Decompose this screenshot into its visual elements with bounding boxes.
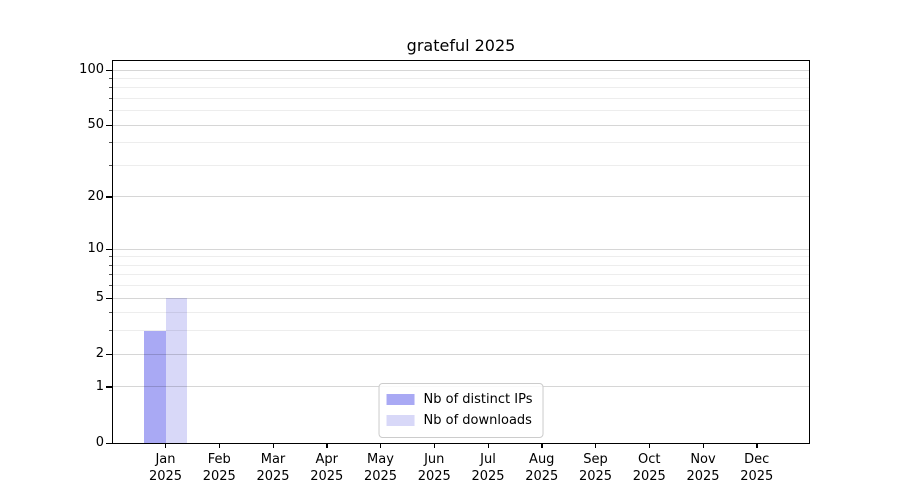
legend-swatch-distinct-ips — [386, 394, 415, 405]
y-axis-minor-tick — [109, 110, 113, 112]
legend-swatch-downloads — [386, 415, 415, 426]
y-axis-tick-label: 100 — [79, 62, 104, 78]
y-axis-tick — [106, 248, 113, 251]
plot-area: Nb of distinct IPs Nb of downloads — [112, 60, 810, 444]
gridline-major — [113, 124, 809, 126]
x-axis-tick — [165, 443, 167, 448]
x-axis-tick — [380, 443, 382, 448]
gridline-minor — [113, 87, 809, 89]
gridline-minor — [113, 256, 809, 258]
x-axis-tick-label: Mar 2025 — [256, 452, 290, 484]
x-axis-tick — [702, 443, 704, 448]
x-axis-tick-label: Feb 2025 — [202, 452, 236, 484]
y-axis-tick-label: 1 — [95, 378, 104, 394]
x-axis-tick — [326, 443, 328, 448]
gridline-minor — [113, 330, 809, 332]
y-axis-tick — [106, 442, 113, 444]
x-axis-tick — [648, 443, 651, 448]
gridline-major — [113, 297, 809, 299]
x-axis-tick — [595, 443, 597, 448]
gridline-minor — [113, 264, 809, 266]
legend-label-distinct-ips: Nb of distinct IPs — [423, 392, 533, 407]
y-axis-tick-label: 5 — [95, 290, 104, 306]
x-axis-tick-label: Oct 2025 — [632, 452, 666, 484]
gridline-minor — [113, 110, 809, 112]
y-axis-tick — [106, 69, 113, 71]
gridline-major — [113, 69, 809, 71]
y-axis-tick-label: 0 — [95, 435, 104, 450]
gridline-minor — [113, 77, 809, 79]
x-axis-tick — [218, 443, 221, 448]
gridline-minor — [113, 165, 809, 166]
y-axis-minor-tick — [109, 264, 113, 266]
y-axis-tick — [106, 124, 113, 127]
y-axis-tick-label: 20 — [87, 188, 104, 204]
x-axis-tick — [756, 443, 758, 448]
bar-distinct-ips — [144, 330, 166, 443]
x-axis-tick-label: May 2025 — [363, 452, 398, 484]
x-axis-tick-label: Dec 2025 — [740, 452, 774, 484]
gridline-major — [113, 248, 809, 250]
y-axis-minor-tick — [109, 312, 113, 314]
x-axis-tick — [487, 443, 489, 448]
y-axis-minor-tick — [109, 165, 113, 166]
y-axis-minor-tick — [109, 330, 113, 332]
legend-label-downloads: Nb of downloads — [423, 413, 532, 428]
gridline-minor — [113, 274, 809, 276]
y-axis-tick — [106, 353, 113, 356]
y-axis-tick — [106, 196, 113, 198]
y-axis-minor-tick — [109, 142, 113, 144]
x-axis-tick-label: Apr 2025 — [310, 452, 344, 484]
bar-downloads — [165, 298, 187, 443]
gridline-minor — [113, 98, 809, 100]
gridline-major — [113, 196, 809, 198]
x-axis-tick-label: Nov 2025 — [686, 452, 720, 484]
legend: Nb of distinct IPs Nb of downloads — [378, 383, 544, 438]
y-axis-tick — [106, 297, 113, 299]
x-axis-tick — [433, 443, 436, 448]
x-axis-tick-label: Jun 2025 — [417, 452, 451, 484]
gridline-minor — [113, 142, 809, 144]
chart-title: grateful 2025 — [406, 36, 516, 55]
x-axis-tick — [272, 443, 274, 448]
legend-item-downloads: Nb of downloads — [386, 410, 533, 431]
x-axis-tick-label: Aug 2025 — [525, 452, 559, 484]
y-axis-minor-tick — [109, 285, 113, 287]
x-axis-tick-label: Jul 2025 — [471, 452, 505, 484]
gridline-major — [113, 353, 809, 355]
y-axis-tick-label: 2 — [95, 346, 104, 362]
legend-item-distinct-ips: Nb of distinct IPs — [386, 389, 533, 410]
x-axis-tick — [541, 443, 543, 448]
y-axis-minor-tick — [109, 274, 113, 276]
x-axis-tick-label: Jan 2025 — [148, 452, 183, 484]
y-axis-minor-tick — [109, 87, 113, 89]
y-axis-minor-tick — [109, 77, 113, 79]
x-axis-tick-label: Sep 2025 — [578, 452, 613, 484]
gridline-minor — [113, 285, 809, 287]
gridline-minor — [113, 312, 809, 314]
y-axis-tick — [106, 386, 113, 388]
y-axis-tick-label: 50 — [87, 117, 104, 133]
y-axis-tick-label: 10 — [87, 241, 104, 257]
y-axis-minor-tick — [109, 98, 113, 100]
y-axis-minor-tick — [109, 256, 113, 258]
